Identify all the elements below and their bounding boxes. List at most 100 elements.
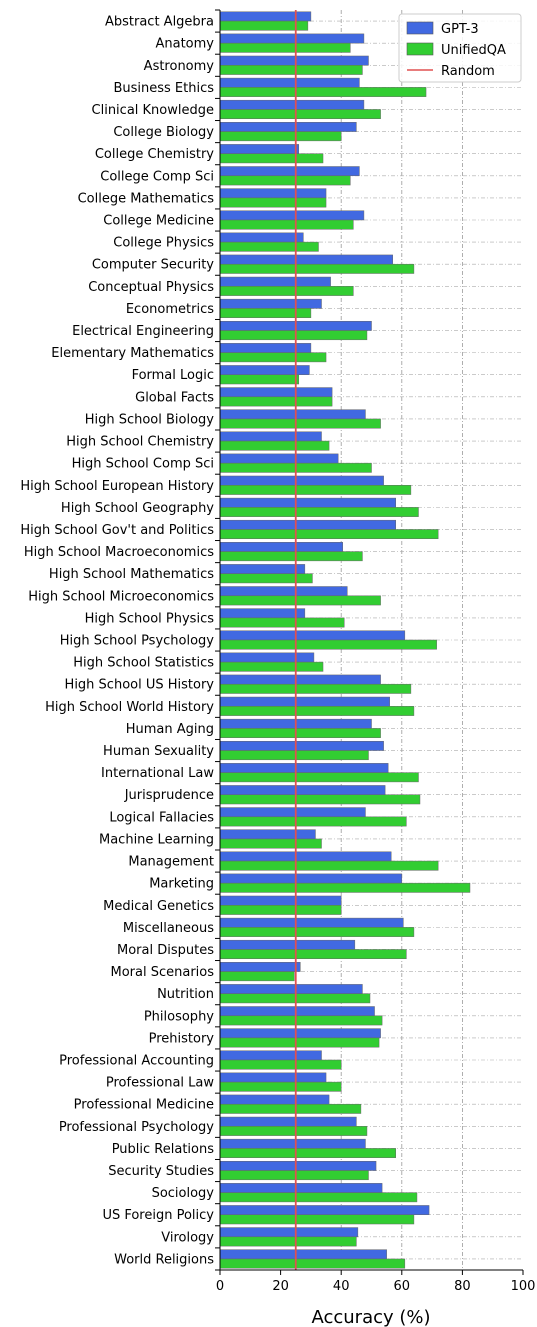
category-label-management: Management	[128, 855, 214, 870]
bar-unifiedqa-machine-learning	[219, 838, 322, 849]
bar-gpt-3-human-sexuality	[219, 740, 384, 751]
category-label-sociology: Sociology	[152, 1186, 215, 1201]
category-label-miscellaneous: Miscellaneous	[123, 921, 214, 936]
bar-unifiedqa-high-school-european-history	[219, 485, 412, 495]
bar-gpt-3-elementary-mathematics	[219, 343, 312, 353]
bar-unifiedqa-marketing	[219, 882, 471, 893]
bar-unifiedqa-formal-logic	[219, 374, 300, 385]
bar-unifiedqa-high-school-world-history	[219, 706, 415, 716]
bar-unifiedqa-college-biology	[219, 131, 342, 142]
category-label-college-medicine: College Medicine	[103, 214, 214, 229]
bar-gpt-3-college-medicine	[219, 210, 365, 221]
bar-unifiedqa-global-facts	[219, 396, 333, 407]
bar-unifiedqa-moral-disputes	[219, 949, 407, 960]
bar-gpt-3-high-school-gov-t-and-politics	[219, 519, 396, 530]
category-label-human-sexuality: Human Sexuality	[103, 744, 214, 759]
bar-gpt-3-high-school-macroeconomics	[219, 542, 343, 552]
bar-gpt-3-global-facts	[219, 387, 333, 398]
category-label-virology: Virology	[161, 1230, 214, 1245]
bar-unifiedqa-high-school-statistics	[219, 661, 324, 672]
category-label-college-mathematics: College Mathematics	[78, 191, 215, 206]
x-tick-label-20: 20	[272, 1279, 289, 1294]
bar-gpt-3-college-physics	[219, 232, 304, 243]
category-label-college-comp-sci: College Comp Sci	[100, 169, 214, 184]
bar-gpt-3-nutrition	[219, 984, 363, 994]
bar-unifiedqa-college-comp-sci	[219, 175, 351, 186]
category-label-abstract-algebra: Abstract Algebra	[105, 15, 214, 30]
bar-unifiedqa-professional-accounting	[219, 1059, 342, 1070]
bar-gpt-3-machine-learning	[219, 829, 316, 840]
bar-gpt-3-medical-genetics	[219, 895, 342, 906]
bar-gpt-3-miscellaneous	[219, 917, 404, 928]
bar-unifiedqa-high-school-macroeconomics	[219, 551, 363, 562]
bar-unifiedqa-miscellaneous	[219, 927, 415, 937]
bar-unifiedqa-virology	[219, 1236, 357, 1247]
category-label-professional-law: Professional Law	[106, 1076, 214, 1091]
category-label-electrical-engineering: Electrical Engineering	[72, 324, 214, 339]
bar-unifiedqa-econometrics	[219, 308, 312, 318]
bar-unifiedqa-moral-scenarios	[219, 971, 295, 982]
category-label-marketing: Marketing	[149, 877, 214, 892]
category-label-nutrition: Nutrition	[157, 987, 214, 1002]
bar-gpt-3-professional-psychology	[219, 1116, 357, 1127]
category-label-us-foreign-policy: US Foreign Policy	[102, 1208, 214, 1223]
category-label-clinical-knowledge: Clinical Knowledge	[92, 103, 214, 118]
bar-unifiedqa-high-school-biology	[219, 418, 381, 429]
bar-unifiedqa-medical-genetics	[219, 905, 342, 915]
legend: GPT-3 UnifiedQA Random	[398, 13, 522, 83]
category-label-international-law: International Law	[101, 766, 214, 781]
bar-gpt-3-professional-law	[219, 1072, 327, 1083]
bar-unifiedqa-business-ethics	[219, 87, 427, 97]
category-label-high-school-mathematics: High School Mathematics	[49, 567, 214, 582]
bar-unifiedqa-human-sexuality	[219, 750, 369, 761]
bar-gpt-3-high-school-us-history	[219, 674, 381, 685]
bar-unifiedqa-high-school-geography	[219, 507, 419, 517]
bar-unifiedqa-world-religions	[219, 1258, 406, 1269]
bar-unifiedqa-professional-law	[219, 1081, 342, 1092]
category-label-global-facts: Global Facts	[135, 390, 214, 405]
bar-unifiedqa-logical-fallacies	[219, 816, 407, 827]
bar-gpt-3-college-mathematics	[219, 188, 327, 199]
category-label-philosophy: Philosophy	[144, 1009, 214, 1024]
x-axis-title: Accuracy (%)	[311, 1307, 430, 1327]
bar-gpt-3-high-school-microeconomics	[219, 586, 348, 597]
x-tick-label-100: 100	[511, 1279, 536, 1294]
bar-unifiedqa-college-mathematics	[219, 197, 327, 208]
bar-gpt-3-professional-accounting	[219, 1050, 322, 1061]
bar-gpt-3-anatomy	[219, 33, 365, 44]
category-label-college-chemistry: College Chemistry	[95, 147, 214, 162]
bar-gpt-3-public-relations	[219, 1138, 366, 1149]
bar-unifiedqa-jurisprudence	[219, 794, 421, 805]
bar-gpt-3-jurisprudence	[219, 785, 386, 795]
category-label-moral-disputes: Moral Disputes	[117, 943, 214, 958]
bar-gpt-3-high-school-biology	[219, 409, 366, 420]
bar-gpt-3-clinical-knowledge	[219, 99, 365, 110]
bar-unifiedqa-astronomy	[219, 65, 363, 75]
bar-gpt-3-world-religions	[219, 1249, 387, 1260]
category-label-medical-genetics: Medical Genetics	[103, 899, 214, 914]
category-label-computer-security: Computer Security	[92, 258, 214, 273]
bar-unifiedqa-professional-psychology	[219, 1126, 368, 1136]
bar-unifiedqa-high-school-psychology	[219, 639, 437, 650]
bar-gpt-3-econometrics	[219, 298, 322, 309]
bar-gpt-3-astronomy	[219, 55, 369, 66]
category-label-human-aging: Human Aging	[126, 722, 214, 737]
bars	[219, 11, 471, 1269]
category-label-prehistory: Prehistory	[149, 1031, 215, 1046]
bar-gpt-3-moral-disputes	[219, 939, 356, 950]
bar-unifiedqa-us-foreign-policy	[219, 1214, 415, 1225]
bar-gpt-3-computer-security	[219, 254, 393, 265]
category-label-high-school-gov-t-and-politics: High School Gov't and Politics	[20, 523, 214, 538]
bar-unifiedqa-computer-security	[219, 263, 415, 274]
bar-gpt-3-college-biology	[219, 122, 357, 132]
category-label-high-school-world-history: High School World History	[45, 700, 214, 715]
category-label-high-school-chemistry: High School Chemistry	[66, 435, 214, 450]
category-label-econometrics: Econometrics	[126, 302, 214, 317]
bar-gpt-3-virology	[219, 1227, 359, 1238]
x-tick-label-80: 80	[454, 1279, 471, 1294]
bar-unifiedqa-security-studies	[219, 1170, 369, 1181]
legend-swatch-gpt3	[406, 21, 434, 35]
category-label-elementary-mathematics: Elementary Mathematics	[51, 346, 214, 361]
category-label-public-relations: Public Relations	[112, 1142, 215, 1157]
